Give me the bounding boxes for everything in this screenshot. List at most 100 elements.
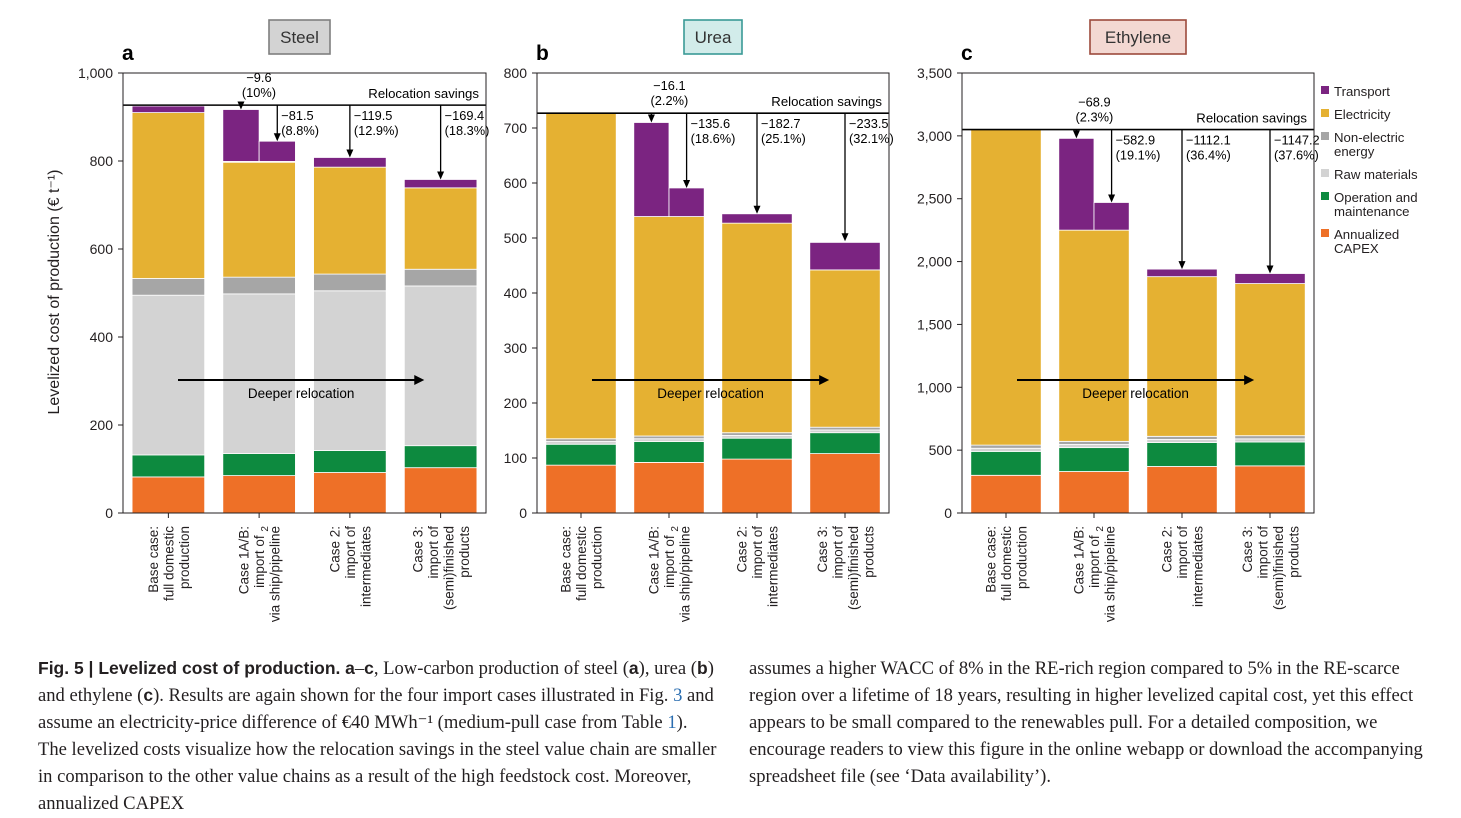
bar-segment-non-electric	[809, 426, 881, 431]
bar-segment-electricity	[1146, 276, 1218, 437]
bar-segment-capex	[970, 474, 1042, 514]
savings-annotation: (12.9%)	[354, 123, 399, 138]
category-label: import of	[750, 526, 765, 579]
savings-arrow-head	[1072, 130, 1080, 139]
deeper-relocation-label: Deeper relocation	[1082, 386, 1189, 401]
y-tick-label: 600	[90, 241, 114, 257]
caption-segment: c	[143, 685, 154, 705]
bar-segment-capex	[1146, 466, 1218, 514]
savings-arrow-head	[683, 179, 691, 188]
caption-segment: ). The levelized costs visualize how the…	[38, 712, 717, 814]
savings-arrow-head	[841, 233, 849, 242]
savings-annotation: (18.6%)	[691, 131, 736, 146]
figure-panels: Steel a Relocation savings −9.6(10%) −81.5(8…	[46, 19, 1418, 622]
y-tick-label: 3,500	[917, 65, 952, 81]
category-label: full domestic	[999, 526, 1014, 601]
bar-segment-non-electric	[1146, 435, 1218, 440]
bar-segment-capex	[403, 467, 478, 514]
bar-segment-raw	[403, 285, 478, 447]
bar-segment-om	[1234, 441, 1306, 467]
savings-annotation: −81.5	[281, 108, 313, 123]
category-label: via ship/pipeline	[1103, 526, 1118, 622]
legend-swatch-capex	[1321, 229, 1329, 237]
legend-swatch-transport	[1321, 86, 1329, 94]
bar-segment-om	[131, 454, 206, 478]
y-tick-label: 1,000	[917, 379, 952, 395]
bar-segment-transport	[633, 122, 670, 217]
caption-ref[interactable]: 1	[667, 712, 677, 733]
savings-arrow-head	[1266, 265, 1274, 274]
product-box	[268, 19, 331, 55]
bar-segment-raw	[131, 294, 206, 456]
y-tick-label: 300	[504, 340, 528, 356]
bar-segment-electricity	[403, 187, 478, 270]
savings-annotation: −9.6	[246, 70, 271, 85]
savings-annotation: (32.1%)	[849, 131, 894, 146]
bar-segment-non-electric	[545, 438, 617, 442]
bar-segment-non-electric	[313, 273, 387, 292]
bar-segment-transport	[222, 109, 260, 162]
bar-segment-non-electric	[633, 435, 705, 440]
bar-segment-transport	[721, 213, 793, 224]
category-label: products	[861, 526, 876, 578]
caption-ref[interactable]: 3	[673, 685, 683, 706]
bar-segment-non-electric	[970, 444, 1042, 449]
savings-annotation: −233.5	[849, 116, 889, 131]
bar-segment-raw	[721, 435, 793, 439]
deeper-relocation-arrowhead	[414, 375, 425, 385]
savings-annotation: −135.6	[691, 116, 731, 131]
savings-annotation: (18.3%)	[445, 123, 490, 138]
category-label: Base case:	[984, 526, 999, 593]
caption-segment: b	[696, 658, 708, 678]
savings-arrow-head	[346, 149, 354, 158]
bar-segment-om	[545, 443, 617, 466]
deeper-relocation-arrowhead	[1244, 375, 1255, 385]
y-tick-label: 500	[504, 230, 528, 246]
bar-segment-capex	[222, 475, 296, 514]
bar-segment-non-electric	[1058, 440, 1130, 445]
bar-segment-non-electric	[403, 268, 478, 287]
category-label: intermediates	[766, 526, 781, 607]
caption-segment: ). Results are again shown for the four …	[153, 685, 674, 706]
legend-swatch-raw	[1321, 169, 1329, 177]
deeper-relocation-label: Deeper relocation	[657, 386, 764, 401]
y-tick-label: 100	[504, 450, 528, 466]
savings-annotation: (2.3%)	[1076, 110, 1114, 125]
caption-segment: a	[345, 658, 355, 678]
savings-arrow-head	[237, 101, 245, 110]
caption-right-text: assumes a higher WACC of 8% in the RE-ri…	[749, 658, 1423, 787]
savings-annotation: (37.6%)	[1274, 148, 1319, 163]
bar-segment-capex	[545, 464, 617, 514]
legend-swatch-om	[1321, 192, 1329, 200]
bar-segment-non-electric	[1234, 435, 1306, 440]
savings-annotation: −169.4	[445, 108, 485, 123]
caption-left: Fig. 5 | Levelized cost of production. a…	[38, 655, 718, 817]
savings-annotation: (25.1%)	[761, 131, 806, 146]
bar-segment-electricity	[1234, 283, 1306, 437]
savings-arrow-head	[753, 205, 761, 214]
panel-letter: b	[536, 42, 549, 65]
panel-letter: c	[961, 42, 973, 65]
legend-label: Raw materials	[1334, 167, 1418, 182]
bar-segment-capex	[809, 453, 881, 514]
bar-segment-transport	[131, 105, 206, 113]
y-tick-label: 2,500	[917, 191, 952, 207]
caption-segment: ), urea (	[638, 658, 697, 679]
bar-segment-electricity	[222, 161, 296, 278]
savings-annotation: (36.4%)	[1186, 148, 1231, 163]
savings-annotation: −582.9	[1116, 133, 1156, 148]
y-tick-label: 3,000	[917, 128, 952, 144]
bar-segment-electricity	[721, 222, 793, 434]
bar-segment-electricity	[809, 269, 881, 428]
category-label: import of	[426, 526, 441, 579]
category-label: production	[1015, 526, 1030, 589]
legend-label: energy	[1334, 144, 1375, 159]
category-label: Case 3:	[410, 526, 425, 573]
category-label: via ship/pipeline	[678, 526, 693, 622]
category-label: Case 3:	[1240, 526, 1255, 573]
category-label: production	[177, 526, 192, 589]
bar-segment-om	[970, 450, 1042, 476]
bar-segment-om	[809, 432, 881, 455]
category-label: import of 2	[1087, 526, 1106, 588]
y-tick-label: 500	[929, 442, 953, 458]
